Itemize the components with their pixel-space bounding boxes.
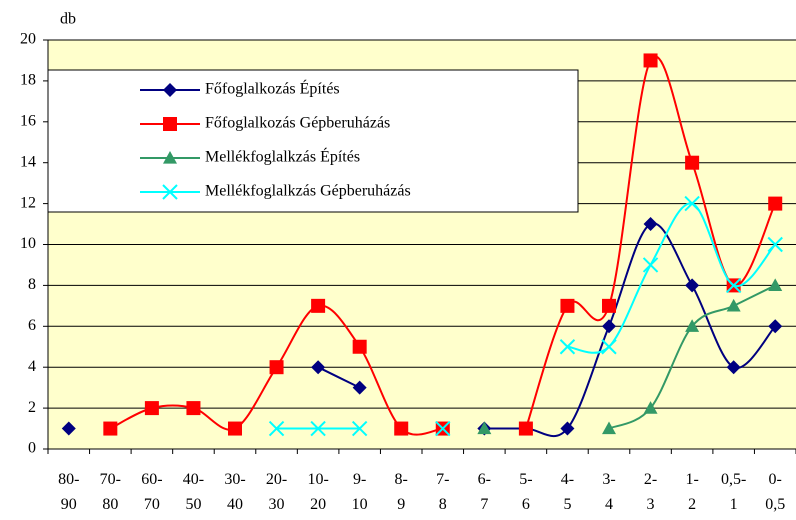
marker <box>684 195 700 212</box>
y-tick-label: 16 <box>20 112 36 129</box>
marker <box>394 421 409 436</box>
marker <box>768 278 783 291</box>
marker <box>61 421 76 436</box>
x-tick-label: 1-2 <box>685 471 698 513</box>
marker <box>144 401 159 416</box>
marker <box>560 421 575 436</box>
x-tick-label: 2-3 <box>644 471 657 513</box>
marker <box>642 257 659 273</box>
marker <box>726 360 741 375</box>
marker <box>163 117 177 131</box>
x-tick-label: 8-9 <box>395 471 408 513</box>
marker <box>726 298 741 312</box>
marker <box>352 339 367 354</box>
marker <box>602 421 616 435</box>
marker <box>602 298 616 313</box>
marker <box>559 339 576 355</box>
marker <box>518 421 533 436</box>
marker <box>768 319 783 334</box>
y-tick-label: 14 <box>20 153 36 170</box>
x-tick-label: 5-6 <box>519 471 532 513</box>
x-tick-label: 30-40 <box>224 471 245 513</box>
x-tick-label: 3-4 <box>602 471 615 513</box>
marker <box>643 217 658 232</box>
marker <box>685 155 700 170</box>
legend: Főfoglalkozás Építés Főfoglalkozás Gépber… <box>47 69 579 213</box>
marker <box>477 421 492 435</box>
y-tick-label: 4 <box>28 358 36 375</box>
marker <box>268 420 285 437</box>
y-tick-label: 18 <box>20 72 36 89</box>
grid: 0 2 4 6 8 10 12 14 16 18 20 80-90 70-80 60-70 40-50 30-… <box>20 31 796 513</box>
x-tick-label: 60-70 <box>141 471 162 513</box>
marker <box>103 421 118 436</box>
x-tick-label: 9-10 <box>352 471 368 513</box>
y-axis-label: db <box>60 11 76 28</box>
marker <box>643 53 658 68</box>
legend-label: Mellékfoglalkzás Építés <box>205 147 360 166</box>
marker <box>351 420 368 437</box>
marker <box>163 83 177 97</box>
x-tick-label: 40-50 <box>183 471 204 513</box>
legend-label: Mellékfoglalkzás Gépberuházás <box>205 183 411 200</box>
y-tick-label: 12 <box>20 194 36 211</box>
marker <box>768 196 783 211</box>
marker <box>725 277 742 294</box>
marker <box>228 421 242 436</box>
lines <box>61 53 783 438</box>
marker <box>186 401 201 416</box>
marker <box>352 380 367 395</box>
y-tick-label: 6 <box>28 317 36 334</box>
y-tick-label: 8 <box>28 276 36 293</box>
marker <box>310 420 326 437</box>
marker <box>311 360 326 375</box>
marker <box>643 401 658 414</box>
marker <box>685 278 700 293</box>
y-tick-label: 2 <box>28 399 36 416</box>
marker <box>311 298 326 313</box>
marker <box>162 184 178 200</box>
marker <box>163 151 177 164</box>
x-tick-label: 80-90 <box>58 471 79 513</box>
marker <box>560 298 575 313</box>
x-tick-label: 0,5-1 <box>721 471 746 513</box>
marker <box>685 319 700 332</box>
x-tick-label: 70-80 <box>100 471 121 513</box>
legend-label: Főfoglalkozás Építés <box>205 79 340 98</box>
x-tick-label: 7-8 <box>436 471 449 513</box>
y-tick-label: 10 <box>20 235 36 252</box>
x-tick-label: 10-20 <box>307 471 328 513</box>
marker <box>269 360 284 375</box>
x-tick-label: 6-7 <box>478 471 491 513</box>
y-tick-label: 0 <box>28 440 36 457</box>
x-tick-label: 0-0,5 <box>765 471 785 513</box>
marker <box>435 420 451 437</box>
marker <box>601 339 617 355</box>
legend-label: Főfoglalkozás Gépberuházás <box>205 115 390 132</box>
x-tick-label: 20-30 <box>266 471 287 513</box>
marker <box>602 319 616 334</box>
x-tick-label: 4-5 <box>561 471 574 513</box>
legend-box <box>47 69 579 213</box>
marker <box>767 236 783 253</box>
y-tick-label: 20 <box>20 31 36 48</box>
